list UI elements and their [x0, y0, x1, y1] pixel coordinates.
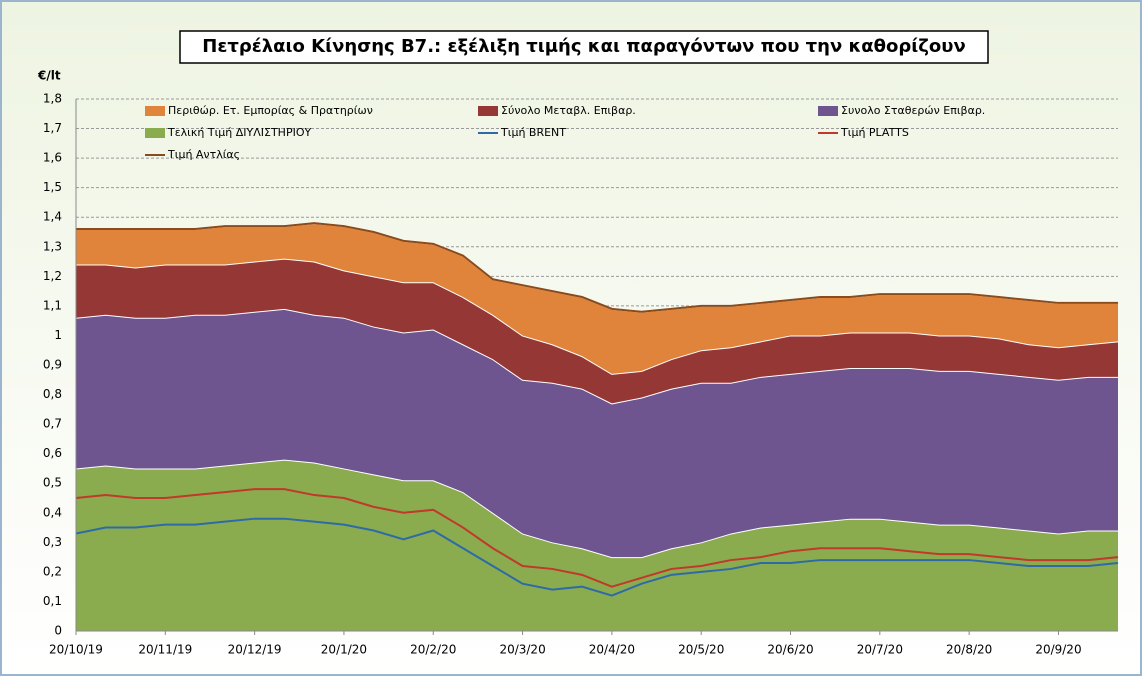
- area: [76, 459, 1118, 631]
- y-tick-label: 0,9: [43, 358, 62, 372]
- x-tick-label: 20/2/20: [410, 643, 456, 657]
- y-tick-label: 1,3: [43, 239, 62, 253]
- x-tick-label: 20/1/20: [321, 643, 367, 657]
- y-tick-label: 0: [54, 624, 62, 638]
- x-tick-label: 20/11/19: [138, 643, 192, 657]
- y-tick-label: 1,6: [43, 151, 62, 165]
- y-axis-label: €/lt: [37, 69, 61, 83]
- area: [76, 308, 1118, 558]
- legend-swatch: [818, 106, 838, 116]
- line: [75, 488, 1119, 588]
- line: [75, 517, 1119, 597]
- x-tick-label: 20/6/20: [767, 643, 813, 657]
- legend-label: Συνολο Σταθερών Επιβαρ.: [841, 104, 985, 117]
- area: [76, 258, 1118, 404]
- x-tick-label: 20/7/20: [857, 643, 903, 657]
- legend-label: Τελική Τιμή ΔΙΥΛΙΣΤΗΡΙΟΥ: [167, 126, 311, 139]
- legend-label: Τιμή PLATTS: [840, 126, 909, 139]
- line: [76, 222, 1118, 313]
- x-tick-label: 20/9/20: [1035, 643, 1081, 657]
- y-tick-label: 1,7: [43, 121, 62, 135]
- y-tick-label: 0,6: [43, 446, 62, 460]
- y-tick-label: 1,8: [43, 92, 62, 106]
- x-tick-label: 20/10/19: [49, 643, 103, 657]
- y-tick-label: 0,7: [43, 417, 62, 431]
- legend-swatch: [145, 106, 165, 116]
- title-box: [179, 30, 989, 64]
- y-tick-label: 0,1: [43, 594, 62, 608]
- chart-title: Πετρέλαιο Κίνησης Β7.: εξέλιξη τιμής και…: [202, 36, 965, 57]
- y-tick-label: 1,4: [43, 210, 62, 224]
- y-tick-label: 0,3: [43, 535, 62, 549]
- y-tick-label: 0,4: [43, 505, 62, 519]
- y-tick-label: 1,5: [43, 180, 62, 194]
- y-tick-label: 0,8: [43, 387, 62, 401]
- area: [76, 223, 1118, 374]
- legend-swatch: [478, 106, 498, 116]
- x-tick-label: 20/3/20: [499, 643, 545, 657]
- legend-swatch: [145, 128, 165, 138]
- x-tick-label: 20/8/20: [946, 643, 992, 657]
- y-tick-label: 1,2: [43, 269, 62, 283]
- y-tick-label: 0,2: [43, 564, 62, 578]
- legend-label: Τιμή Αντλίας: [167, 148, 240, 161]
- x-tick-label: 20/4/20: [589, 643, 635, 657]
- legend-label: Σύνολο Μεταβλ. Επιβαρ.: [501, 104, 636, 117]
- legend-label: Τιμή BRENT: [500, 126, 566, 139]
- y-tick-label: 1,1: [43, 298, 62, 312]
- x-tick-label: 20/12/19: [228, 643, 282, 657]
- y-tick-label: 1: [54, 328, 62, 342]
- legend-label: Περιθώρ. Ετ. Εμπορίας & Πρατηρίων: [168, 104, 373, 117]
- x-tick-label: 20/5/20: [678, 643, 724, 657]
- y-tick-label: 0,5: [43, 476, 62, 490]
